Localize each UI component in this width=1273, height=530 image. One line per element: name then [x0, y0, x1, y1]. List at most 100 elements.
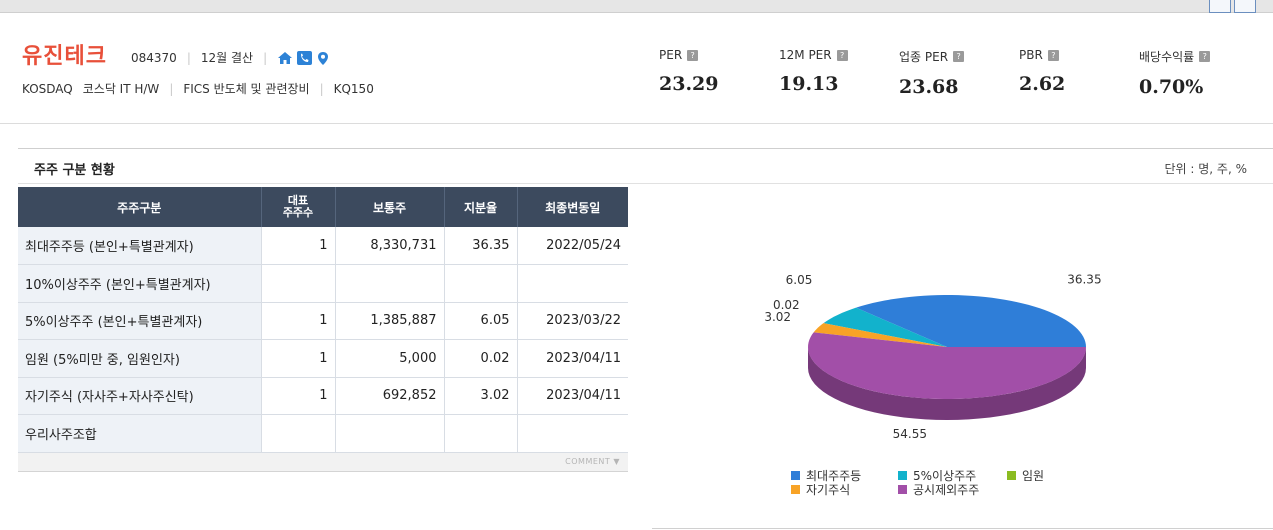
table-row: 자기주식 (자사주+자사주신탁) 1 692,852 3.02 2023/04/11 — [18, 377, 628, 415]
row-label: 5%이상주주 (본인+특별관계자) — [18, 302, 262, 340]
legend-swatch — [1007, 471, 1016, 480]
section-title: 주주 구분 현황 — [34, 163, 115, 178]
shareholder-pie-chart: 36.35 6.05 0.02 3.02 54.55 최대주주등 5%이상주주 임원 자기주식 공… — [652, 187, 1273, 530]
column-header: 보통주 — [335, 187, 445, 227]
table-cell — [444, 264, 518, 303]
legend-swatch — [898, 471, 907, 480]
legend-label: 5%이상주주 — [913, 469, 976, 483]
separator: | — [319, 81, 324, 96]
shareholder-table: 주주구분 대표 주주수 보통주 지분율 최종변동일 최대주주등 (본인+특별관계자… — [18, 187, 628, 453]
legend-label: 공시제외주주 — [913, 483, 979, 497]
legend-label: 임원 — [1022, 469, 1044, 483]
location-pin-icon[interactable] — [317, 51, 332, 65]
table-cell: 1 — [261, 339, 336, 378]
table-row: 우리사주조합 — [18, 414, 628, 453]
fiscal-month: 12월 결산 — [200, 51, 254, 65]
metric-industry-per: 업종 PER? 23.68 — [899, 48, 965, 98]
table-cell: 1 — [261, 377, 336, 415]
toolbar-button-1[interactable] — [1209, 0, 1231, 13]
pie-slice — [813, 323, 947, 347]
table-row: 5%이상주주 (본인+특별관계자) 1 1,385,887 6.05 2023/03/2… — [18, 302, 628, 340]
pie-data-label: 6.05 — [786, 273, 813, 287]
pie-slice — [856, 295, 1086, 347]
company-info-line: 084370 | 12월 결산 | — [131, 49, 332, 66]
metric-label: 업종 PER — [899, 50, 949, 64]
chart-bottom-border — [652, 528, 1273, 529]
help-icon[interactable]: ? — [687, 49, 699, 61]
comment-toggle-bar[interactable]: COMMENT ▼ — [18, 453, 628, 472]
table-header-row: 주주구분 대표 주주수 보통주 지분율 최종변동일 — [18, 187, 628, 227]
pie-data-label: 0.02 — [773, 298, 800, 312]
phone-icon[interactable] — [297, 50, 313, 65]
metric-per: PER? 23.29 — [659, 48, 719, 95]
row-label: 자기주식 (자사주+자사주신탁) — [18, 377, 262, 415]
comment-toggle[interactable]: COMMENT ▼ — [565, 457, 620, 466]
metric-value: 23.68 — [899, 76, 959, 98]
table-cell: 2022/05/24 — [517, 227, 628, 265]
row-label: 최대주주등 (본인+특별관계자) — [18, 227, 262, 265]
legend-swatch — [898, 485, 907, 494]
row-label: 임원 (5%미만 중, 임원인자) — [18, 339, 262, 378]
sector-name: 코스닥 IT H/W — [82, 82, 160, 96]
header-divider — [0, 123, 1273, 124]
table-cell: 1,385,887 — [335, 302, 445, 340]
table-cell — [335, 264, 445, 303]
row-label: 10%이상주주 (본인+특별관계자) — [18, 264, 262, 303]
table-cell: 0.02 — [444, 339, 518, 378]
table-cell: 36.35 — [444, 227, 518, 265]
pie-side-wall — [808, 347, 1086, 420]
company-name: 유진테크 — [22, 44, 107, 69]
table-cell — [261, 264, 336, 303]
company-icons — [277, 50, 332, 65]
metric-value: 2.62 — [1019, 73, 1066, 95]
company-classification-line: KOSDAQ 코스닥 IT H/W | FICS 반도체 및 관련장비 | KQ… — [22, 80, 374, 97]
legend-swatch — [791, 471, 800, 480]
metric-label: 배당수익률 — [1139, 50, 1195, 64]
metric-12m-per: 12M PER? 19.13 — [779, 48, 848, 95]
legend-label: 자기주식 — [806, 483, 850, 497]
separator: | — [169, 81, 174, 96]
column-header: 최종변동일 — [517, 187, 628, 227]
pie-data-label: 36.35 — [1067, 272, 1101, 286]
section-header: 주주 구분 현황 단위 : 명, 주, % — [18, 148, 1273, 184]
fics-name: FICS 반도체 및 관련장비 — [183, 82, 310, 96]
legend-swatch — [791, 485, 800, 494]
pie-slice — [823, 307, 947, 347]
metric-value: 0.70% — [1139, 76, 1204, 98]
table-cell: 2023/04/11 — [517, 377, 628, 415]
toolbar-button-2[interactable] — [1234, 0, 1256, 13]
column-header: 주주구분 — [18, 187, 262, 227]
separator: | — [186, 50, 191, 65]
market-name: KOSDAQ — [22, 81, 73, 96]
table-cell: 3.02 — [444, 377, 518, 415]
help-icon[interactable]: ? — [953, 51, 965, 62]
table-cell: 6.05 — [444, 302, 518, 340]
help-icon[interactable]: ? — [836, 49, 848, 61]
column-header: 지분율 — [444, 187, 518, 227]
help-icon[interactable]: ? — [1047, 49, 1059, 61]
index-name: KQ150 — [333, 81, 374, 96]
separator: | — [263, 50, 268, 65]
stock-code: 084370 — [131, 50, 177, 65]
table-row: 임원 (5%미만 중, 임원인자) 1 5,000 0.02 2023/04/11 — [18, 339, 628, 378]
metric-value: 19.13 — [779, 73, 839, 95]
row-label: 우리사주조합 — [18, 414, 262, 453]
metric-value: 23.29 — [659, 73, 719, 95]
unit-label: 단위 : 명, 주, % — [1164, 162, 1248, 176]
column-header: 대표 주주수 — [261, 187, 336, 227]
table-cell — [517, 414, 628, 453]
table-cell: 2023/04/11 — [517, 339, 628, 378]
table-row: 10%이상주주 (본인+특별관계자) — [18, 264, 628, 303]
top-toolbar — [0, 0, 1273, 13]
home-icon[interactable] — [277, 51, 293, 65]
table-cell: 2023/03/22 — [517, 302, 628, 340]
help-icon[interactable]: ? — [1199, 51, 1211, 62]
table-row: 최대주주등 (본인+특별관계자) 1 8,330,731 36.35 2022/05/2… — [18, 227, 628, 265]
table-cell — [335, 414, 445, 453]
table-cell: 1 — [261, 227, 336, 265]
pie-slice — [808, 332, 1086, 399]
table-cell — [444, 414, 518, 453]
pie-data-label: 54.55 — [893, 427, 927, 441]
metric-pbr: PBR? 2.62 — [1019, 48, 1065, 95]
